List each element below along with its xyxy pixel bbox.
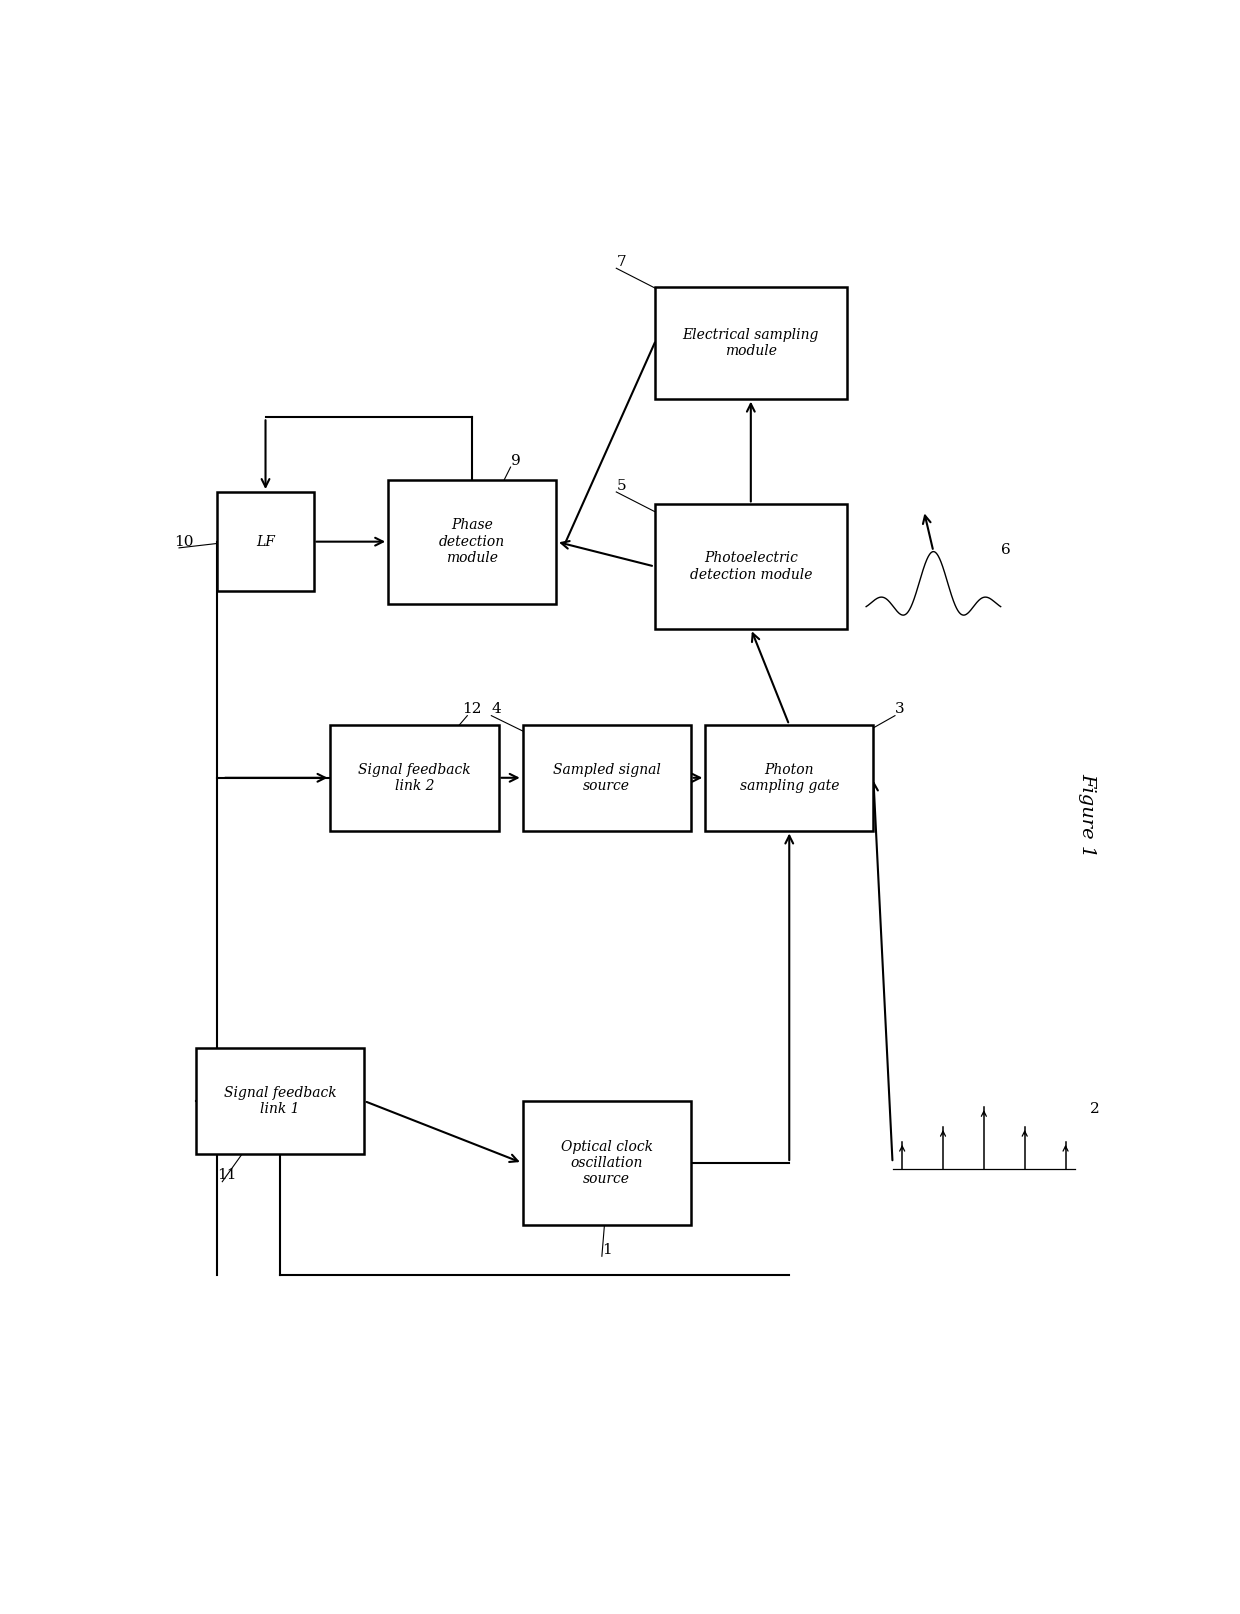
Text: 12: 12 [463, 702, 482, 717]
Bar [388, 479, 557, 604]
Text: 4: 4 [491, 702, 501, 717]
Bar [655, 287, 847, 399]
Bar [522, 725, 691, 831]
Bar [522, 1101, 691, 1225]
Text: 6: 6 [1001, 542, 1011, 557]
Bar [196, 1047, 365, 1154]
Text: 3: 3 [895, 702, 905, 717]
Text: Figure 1: Figure 1 [1078, 773, 1096, 857]
Text: Electrical sampling
module: Electrical sampling module [683, 328, 818, 358]
Text: Signal feedback
link 1: Signal feedback link 1 [223, 1086, 336, 1115]
Text: 5: 5 [616, 479, 626, 492]
Text: Optical clock
oscillation
source: Optical clock oscillation source [560, 1139, 652, 1186]
Text: 10: 10 [174, 534, 193, 549]
Text: 11: 11 [217, 1169, 237, 1183]
Text: Photon
sampling gate: Photon sampling gate [739, 763, 839, 792]
Bar [706, 725, 873, 831]
Text: 1: 1 [601, 1243, 611, 1257]
Bar [655, 505, 847, 629]
Bar [217, 492, 314, 591]
Text: LF: LF [257, 534, 275, 549]
Bar [330, 725, 498, 831]
Text: 2: 2 [1090, 1102, 1100, 1117]
Text: 9: 9 [511, 454, 521, 468]
Text: Phase
detection
module: Phase detection module [439, 518, 505, 565]
Text: Sampled signal
source: Sampled signal source [553, 763, 661, 792]
Text: Signal feedback
link 2: Signal feedback link 2 [358, 763, 471, 792]
Text: 7: 7 [616, 255, 626, 270]
Text: Photoelectric
detection module: Photoelectric detection module [689, 552, 812, 581]
